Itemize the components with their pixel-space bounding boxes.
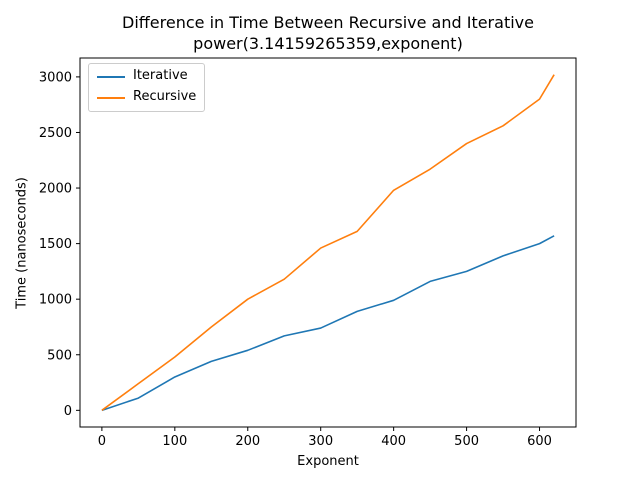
chart-title-line-2: power(3.14159265359,exponent) [193, 34, 463, 53]
y-tick-label: 500 [47, 348, 72, 363]
y-tick-label: 3000 [39, 70, 72, 85]
series-layer [101, 74, 555, 412]
plot-frame [79, 57, 577, 428]
x-tick-label: 0 [98, 434, 106, 449]
x-tick-label: 200 [235, 434, 260, 449]
legend-label-iterative: Iterative [133, 68, 188, 83]
x-tick-label: 100 [162, 434, 187, 449]
x-tick-label: 400 [381, 434, 406, 449]
y-tick-label: 1000 [39, 293, 72, 308]
series-line-recursive [101, 74, 555, 411]
legend-entry-recursive: Recursive [89, 88, 204, 108]
x-tick-label: 600 [527, 434, 552, 449]
series-line-iterative [101, 235, 555, 412]
y-tick-label: 1500 [39, 237, 72, 252]
legend-swatch-iterative [97, 76, 125, 78]
legend-swatch-recursive [97, 97, 125, 99]
x-tick-label: 300 [308, 434, 333, 449]
y-axis-label: Time (nanoseconds) [14, 177, 30, 309]
y-tick-label: 2000 [39, 182, 72, 197]
y-tick-label: 0 [64, 404, 72, 419]
legend-entry-iterative: Iterative [89, 67, 204, 87]
x-tick-label: 500 [454, 434, 479, 449]
tick-layer: 0 100 200 300 400 500 600 0 500 1000 1500 2000 2500 3… [39, 70, 552, 449]
x-axis-label: Exponent [297, 454, 359, 469]
y-tick-label: 2500 [39, 126, 72, 141]
chart-title-line-1: Difference in Time Between Recursive and… [122, 13, 534, 32]
legend-label-recursive: Recursive [133, 89, 197, 104]
legend: Iterative Recursive [88, 63, 205, 112]
